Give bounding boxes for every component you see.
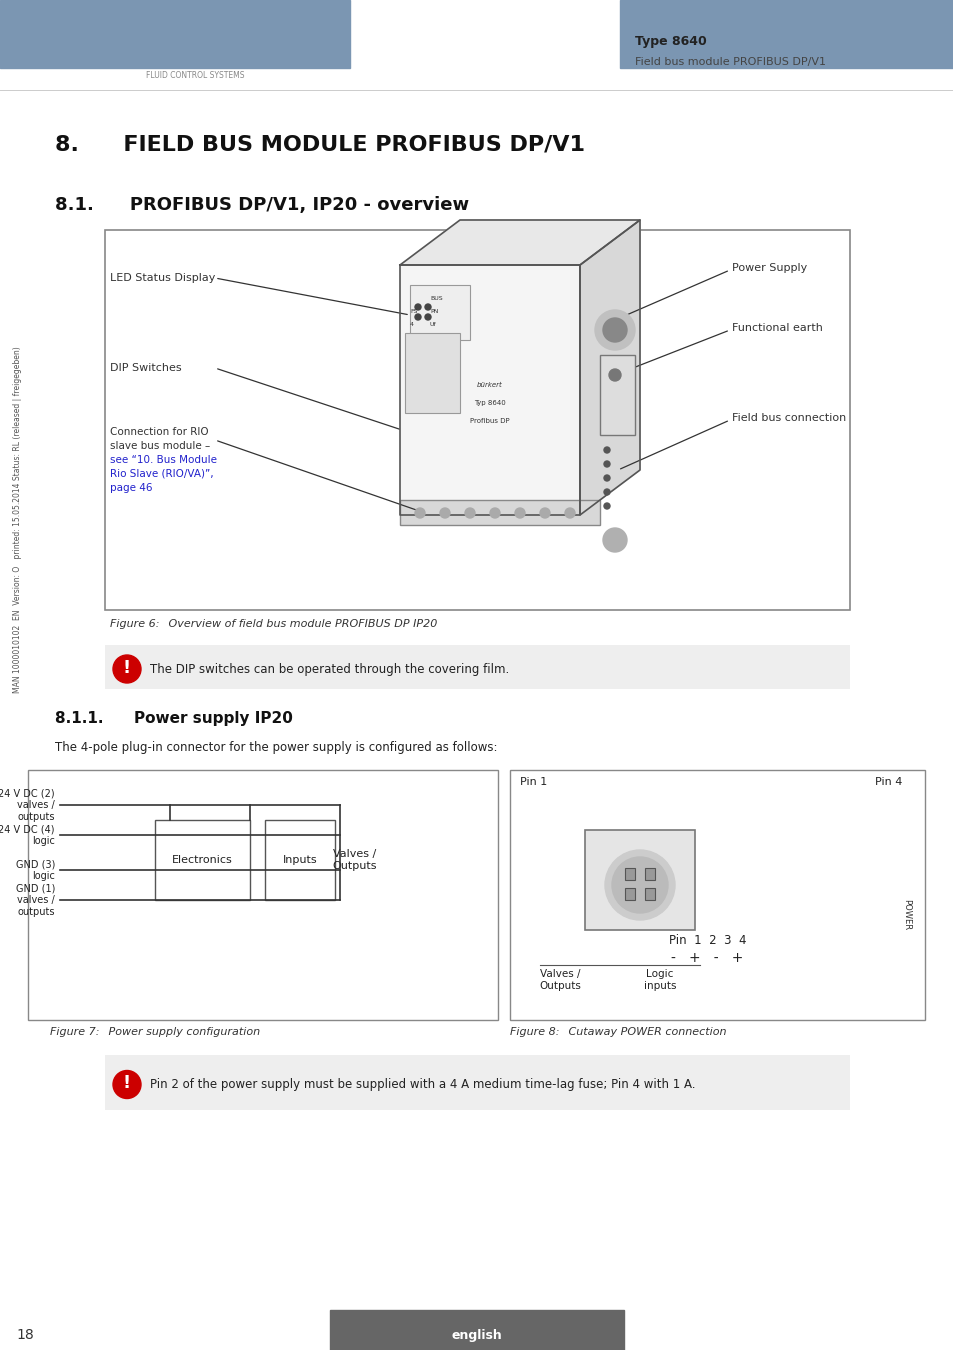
Text: POWER: POWER <box>902 899 910 930</box>
Circle shape <box>602 319 626 342</box>
Bar <box>399 500 599 525</box>
Polygon shape <box>399 265 579 514</box>
Text: !: ! <box>123 659 131 676</box>
Bar <box>330 1310 623 1350</box>
Text: MAN 1000010102  EN  Version: O   printed: 15.05.2014 Status: RL (released | frei: MAN 1000010102 EN Version: O printed: 15… <box>13 347 23 694</box>
Circle shape <box>415 304 420 310</box>
Circle shape <box>612 857 667 913</box>
Text: DIP Switches: DIP Switches <box>110 363 181 373</box>
Text: The DIP switches can be operated through the covering film.: The DIP switches can be operated through… <box>150 663 509 675</box>
Text: page 46: page 46 <box>110 483 152 493</box>
Text: Pin 1: Pin 1 <box>519 778 547 787</box>
Text: Figure 6:    Overview of field bus module PROFIBUS DP IP20: Figure 6: Overview of field bus module P… <box>110 620 436 629</box>
Circle shape <box>603 489 609 495</box>
Text: Uf: Uf <box>430 323 436 327</box>
Text: 18: 18 <box>16 1328 34 1342</box>
Circle shape <box>603 447 609 454</box>
Text: Electronics: Electronics <box>172 855 233 865</box>
Text: GND (3)
logic: GND (3) logic <box>15 859 55 880</box>
Circle shape <box>602 363 626 387</box>
Bar <box>154 819 250 900</box>
Bar <box>28 769 497 1021</box>
Circle shape <box>424 315 431 320</box>
Text: PN: PN <box>430 309 438 315</box>
Circle shape <box>603 460 609 467</box>
Circle shape <box>112 1071 141 1099</box>
Circle shape <box>439 508 450 518</box>
Bar <box>510 769 924 1021</box>
Circle shape <box>515 508 524 518</box>
Circle shape <box>603 504 609 509</box>
Text: Field bus connection: Field bus connection <box>731 413 845 423</box>
Text: see “10. Bus Module: see “10. Bus Module <box>110 455 216 464</box>
Text: Functional earth: Functional earth <box>731 323 822 333</box>
Text: english: english <box>451 1328 502 1342</box>
Bar <box>265 819 335 900</box>
Text: bürkert: bürkert <box>476 382 502 387</box>
Text: The 4-pole plug-in connector for the power supply is configured as follows:: The 4-pole plug-in connector for the pow… <box>55 741 497 755</box>
Bar <box>584 830 695 930</box>
Circle shape <box>604 850 675 919</box>
Bar <box>644 868 655 880</box>
Text: 8.1.1.  Power supply IP20: 8.1.1. Power supply IP20 <box>55 710 293 725</box>
Polygon shape <box>399 220 639 265</box>
Bar <box>0 0 350 68</box>
Text: 4: 4 <box>410 323 414 327</box>
Text: Valves /
Outputs: Valves / Outputs <box>538 969 580 991</box>
Text: Typ 8640: Typ 8640 <box>474 400 505 406</box>
Bar <box>624 888 635 900</box>
Circle shape <box>539 508 550 518</box>
Circle shape <box>415 508 424 518</box>
Bar <box>624 868 635 880</box>
Text: -   +   -   +: - + - + <box>671 950 743 965</box>
Text: GND (1)
valves /
outputs: GND (1) valves / outputs <box>15 883 55 917</box>
Text: 24 V DC (2)
valves /
outputs: 24 V DC (2) valves / outputs <box>0 788 55 822</box>
Text: 8.1.  PROFIBUS DP/V1, IP20 - overview: 8.1. PROFIBUS DP/V1, IP20 - overview <box>55 196 469 215</box>
Text: Logic
inputs: Logic inputs <box>643 969 676 991</box>
Bar <box>105 230 849 610</box>
Text: LED Status Display: LED Status Display <box>110 273 215 284</box>
Text: Power Supply: Power Supply <box>731 263 806 273</box>
Text: Type 8640: Type 8640 <box>635 35 706 49</box>
Text: bürkert: bürkert <box>142 43 247 68</box>
Text: Pin 2 of the power supply must be supplied with a 4 A medium time-lag fuse; Pin : Pin 2 of the power supply must be suppli… <box>150 1079 695 1091</box>
Circle shape <box>564 508 575 518</box>
Circle shape <box>608 369 620 381</box>
Text: Field bus module PROFIBUS DP/V1: Field bus module PROFIBUS DP/V1 <box>635 57 825 68</box>
Text: FS: FS <box>410 309 416 315</box>
Text: !: ! <box>123 1075 131 1092</box>
Text: 24 V DC (4)
logic: 24 V DC (4) logic <box>0 825 55 846</box>
Bar <box>644 888 655 900</box>
Bar <box>410 285 470 340</box>
Polygon shape <box>579 220 639 514</box>
Text: Rio Slave (RIO/VA)”,: Rio Slave (RIO/VA)”, <box>110 468 213 479</box>
Bar <box>105 1054 849 1110</box>
Text: Pin 4: Pin 4 <box>874 778 902 787</box>
Text: Figure 8:    Cutaway POWER connection: Figure 8: Cutaway POWER connection <box>510 1027 726 1037</box>
Circle shape <box>603 475 609 481</box>
Text: 8.  FIELD BUS MODULE PROFIBUS DP/V1: 8. FIELD BUS MODULE PROFIBUS DP/V1 <box>55 135 584 155</box>
Circle shape <box>490 508 499 518</box>
Bar <box>619 0 953 68</box>
Bar <box>599 355 635 435</box>
Circle shape <box>424 304 431 310</box>
Text: Valves /
Outputs: Valves / Outputs <box>333 849 376 871</box>
Circle shape <box>415 315 420 320</box>
Bar <box>405 333 459 413</box>
Bar <box>105 645 849 688</box>
Circle shape <box>595 310 635 350</box>
Text: Pin  1  2  3  4: Pin 1 2 3 4 <box>668 933 745 946</box>
Text: slave bus module –: slave bus module – <box>110 441 210 451</box>
Text: Inputs: Inputs <box>282 855 317 865</box>
Text: FLUID CONTROL SYSTEMS: FLUID CONTROL SYSTEMS <box>146 70 244 80</box>
Circle shape <box>602 528 626 552</box>
Circle shape <box>464 508 475 518</box>
Text: Connection for RIO: Connection for RIO <box>110 427 209 437</box>
Text: Figure 7:    Power supply configuration: Figure 7: Power supply configuration <box>50 1027 260 1037</box>
Circle shape <box>112 655 141 683</box>
Text: Profibus DP: Profibus DP <box>470 418 509 424</box>
Text: BUS: BUS <box>430 296 442 301</box>
